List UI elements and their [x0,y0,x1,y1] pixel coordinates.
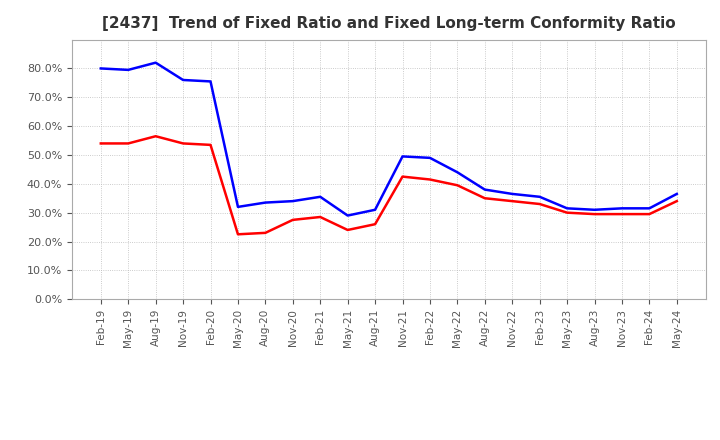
Line: Fixed Long-term Conformity Ratio: Fixed Long-term Conformity Ratio [101,136,677,234]
Fixed Ratio [289,198,297,204]
Fixed Ratio [206,79,215,84]
Fixed Long-term Conformity Ratio [453,183,462,188]
Fixed Long-term Conformity Ratio [672,198,681,204]
Fixed Long-term Conformity Ratio [206,142,215,147]
Fixed Long-term Conformity Ratio [480,196,489,201]
Title: [2437]  Trend of Fixed Ratio and Fixed Long-term Conformity Ratio: [2437] Trend of Fixed Ratio and Fixed Lo… [102,16,675,32]
Fixed Long-term Conformity Ratio [316,214,325,220]
Fixed Long-term Conformity Ratio [371,222,379,227]
Fixed Long-term Conformity Ratio [618,212,626,217]
Fixed Long-term Conformity Ratio [426,177,434,182]
Fixed Ratio [618,205,626,211]
Fixed Ratio [343,213,352,218]
Fixed Long-term Conformity Ratio [289,217,297,223]
Fixed Ratio [179,77,187,83]
Line: Fixed Ratio: Fixed Ratio [101,62,677,216]
Fixed Ratio [371,207,379,213]
Fixed Ratio [508,191,516,197]
Fixed Long-term Conformity Ratio [645,212,654,217]
Fixed Ratio [645,205,654,211]
Fixed Long-term Conformity Ratio [590,212,599,217]
Fixed Ratio [233,204,242,209]
Fixed Ratio [316,194,325,199]
Fixed Long-term Conformity Ratio [508,198,516,204]
Fixed Ratio [453,170,462,175]
Fixed Ratio [672,191,681,197]
Fixed Long-term Conformity Ratio [563,210,572,215]
Fixed Ratio [124,67,132,73]
Fixed Ratio [536,194,544,199]
Fixed Ratio [480,187,489,192]
Fixed Long-term Conformity Ratio [398,174,407,179]
Fixed Long-term Conformity Ratio [151,134,160,139]
Fixed Long-term Conformity Ratio [343,227,352,233]
Fixed Ratio [398,154,407,159]
Fixed Ratio [426,155,434,161]
Fixed Ratio [563,205,572,211]
Fixed Ratio [590,207,599,213]
Fixed Long-term Conformity Ratio [124,141,132,146]
Fixed Long-term Conformity Ratio [233,231,242,237]
Fixed Ratio [96,66,105,71]
Fixed Long-term Conformity Ratio [536,202,544,207]
Fixed Long-term Conformity Ratio [179,141,187,146]
Fixed Long-term Conformity Ratio [261,230,270,235]
Fixed Long-term Conformity Ratio [96,141,105,146]
Fixed Ratio [261,200,270,205]
Fixed Ratio [151,60,160,65]
